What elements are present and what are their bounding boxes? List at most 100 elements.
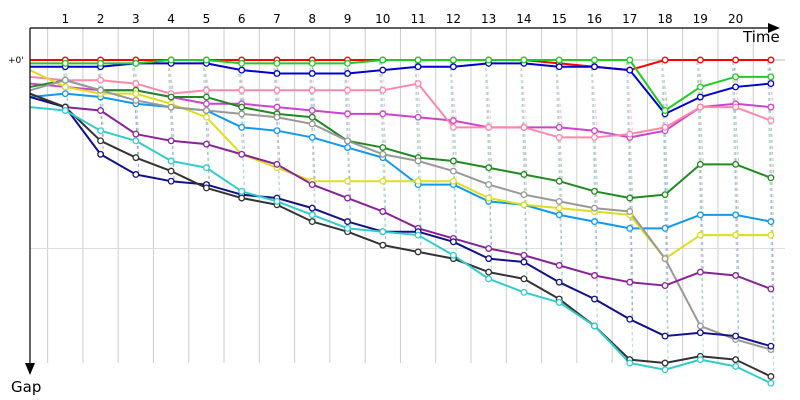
data-point xyxy=(661,191,669,199)
data-point xyxy=(273,127,281,135)
data-point xyxy=(767,379,775,387)
series-line xyxy=(29,92,772,290)
data-point xyxy=(202,56,210,64)
connector-line xyxy=(732,61,740,108)
data-point xyxy=(167,167,175,175)
data-point xyxy=(696,211,704,219)
data-point xyxy=(626,194,634,202)
data-point xyxy=(273,70,281,77)
data-point xyxy=(379,86,387,94)
connector-line xyxy=(661,61,669,131)
data-point xyxy=(414,157,422,165)
data-point xyxy=(167,137,175,145)
x-tick-label: 3 xyxy=(132,12,140,26)
data-point xyxy=(414,56,422,64)
connector-line xyxy=(449,61,457,128)
data-point xyxy=(732,211,740,219)
data-point xyxy=(555,298,563,306)
data-point xyxy=(414,248,422,256)
data-point xyxy=(555,123,563,131)
data-point xyxy=(520,258,528,266)
data-point xyxy=(379,66,387,74)
data-point xyxy=(661,123,669,131)
connector-line xyxy=(414,61,422,236)
data-point xyxy=(344,218,351,226)
data-point xyxy=(344,137,351,145)
data-point xyxy=(132,154,140,162)
data-point xyxy=(61,90,69,98)
x-tick-label: 11 xyxy=(410,12,425,26)
data-point xyxy=(238,110,246,118)
connector-line xyxy=(132,61,140,84)
x-tick-label: 15 xyxy=(552,12,567,26)
data-point xyxy=(555,133,563,141)
data-point xyxy=(308,211,316,219)
x-tick-label: 13 xyxy=(481,12,496,26)
data-point xyxy=(132,90,140,98)
connector-line xyxy=(661,61,669,337)
data-point xyxy=(61,59,69,67)
data-point xyxy=(520,191,528,199)
x-tick-label: 4 xyxy=(167,12,175,26)
data-point xyxy=(591,218,598,226)
data-point xyxy=(485,181,493,189)
data-point xyxy=(485,56,493,64)
connector-line xyxy=(590,61,598,300)
series-line xyxy=(29,75,772,139)
data-point xyxy=(97,59,105,67)
data-point xyxy=(591,272,598,279)
data-point xyxy=(767,218,775,226)
data-point xyxy=(520,288,528,296)
data-point xyxy=(273,86,281,94)
data-point xyxy=(344,194,351,202)
data-point xyxy=(732,83,740,91)
y-axis-arrow xyxy=(25,363,35,375)
data-point xyxy=(202,107,210,114)
connector-line xyxy=(590,61,598,131)
data-point xyxy=(379,56,387,64)
data-point xyxy=(449,167,457,175)
data-point xyxy=(732,103,740,111)
data-point xyxy=(555,278,563,286)
connector-line xyxy=(696,61,704,98)
data-point xyxy=(732,272,740,279)
data-point xyxy=(308,86,316,94)
data-point xyxy=(273,59,281,67)
x-tick-label: 1 xyxy=(61,12,69,26)
connector-line xyxy=(696,61,704,88)
data-point xyxy=(202,184,210,192)
connector-line xyxy=(449,61,457,121)
x-tick-label: 10 xyxy=(375,12,390,26)
data-point xyxy=(449,177,457,185)
data-point xyxy=(555,177,563,185)
data-point xyxy=(308,204,316,212)
connector-line xyxy=(238,61,246,91)
x-axis-title: Time xyxy=(742,28,780,46)
series-line xyxy=(30,59,771,112)
connector-line xyxy=(97,61,105,91)
series-points xyxy=(61,56,775,387)
data-point xyxy=(238,66,246,74)
data-point xyxy=(555,204,563,212)
data-point xyxy=(555,211,563,219)
data-point xyxy=(626,56,634,64)
series-line xyxy=(29,79,772,200)
data-point xyxy=(591,187,598,195)
data-point xyxy=(238,59,246,67)
data-point xyxy=(591,56,598,64)
data-point xyxy=(344,110,351,118)
data-point xyxy=(732,73,740,81)
data-point xyxy=(132,130,140,138)
data-point xyxy=(485,275,493,283)
series-line xyxy=(29,92,772,378)
data-point xyxy=(97,127,105,135)
data-point xyxy=(308,113,316,121)
connector-line xyxy=(308,61,316,215)
data-point xyxy=(485,268,493,276)
data-point xyxy=(449,157,457,165)
data-point xyxy=(273,113,281,121)
x-tick-label: 16 xyxy=(587,12,602,26)
data-point xyxy=(202,86,210,94)
data-point xyxy=(308,181,316,189)
